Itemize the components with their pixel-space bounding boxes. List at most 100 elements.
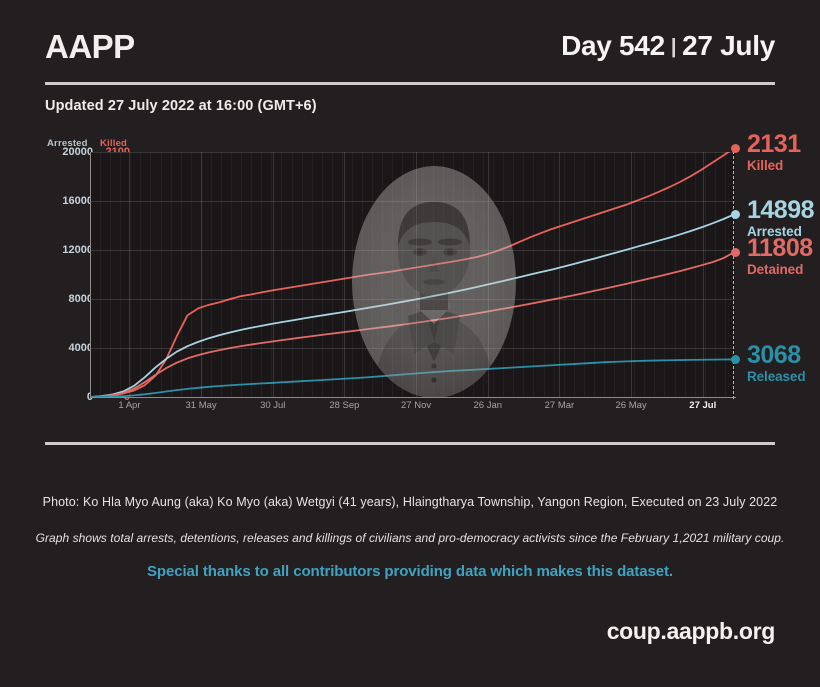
gridline-v — [644, 152, 646, 397]
gridline-v — [100, 152, 102, 397]
x-tick-31-may: 31 May — [185, 400, 217, 411]
gridline-v — [704, 152, 706, 397]
chart: Arrested Killed 0 4000 8000 12000 16000 20000… — [45, 132, 815, 418]
x-tick-27-jul: 27 Jul — [689, 400, 717, 411]
gridline-v-major — [129, 152, 131, 397]
end-label-arrested: 14898 Arrested — [747, 196, 815, 240]
gridline-v — [130, 152, 132, 397]
gridline-v-major — [344, 152, 346, 397]
gridline-v-major — [559, 152, 561, 397]
end-label-released: 3068 Released — [747, 343, 806, 384]
plot-area — [90, 152, 735, 397]
gridline-v — [593, 152, 595, 397]
x-tick-27-mar: 27 Mar — [544, 400, 575, 411]
x-tick-26-may: 26 May — [615, 400, 647, 411]
end-dot-detained — [731, 247, 740, 257]
day-counter: Day 542 | 27 July — [561, 30, 775, 62]
gridline-v — [664, 152, 666, 397]
gridline-v — [190, 152, 192, 397]
gridline-v — [694, 152, 696, 397]
gridline-v — [634, 152, 636, 397]
site-url: coup.aappb.org — [606, 618, 776, 644]
end-label-killed: 2131 Killed — [747, 132, 801, 173]
gridline-v — [331, 152, 333, 397]
end-dot-arrested — [731, 209, 740, 219]
gridline-v — [221, 152, 223, 397]
victim-photo-watermark — [352, 166, 517, 397]
gridline-v — [341, 152, 343, 397]
header-divider — [45, 82, 775, 85]
gridline-v — [533, 152, 535, 397]
end-value-killed: 2131 — [747, 130, 801, 159]
x-axis-line — [90, 397, 736, 398]
end-caption-killed: Killed — [747, 158, 784, 174]
gridline-v — [684, 152, 686, 397]
left-axis-title: Arrested — [47, 138, 88, 149]
portrait-illustration — [352, 166, 516, 397]
left-tick-12000: 12000 — [62, 244, 93, 256]
left-tick-4000: 4000 — [68, 342, 93, 354]
end-value-detained: 11808 — [747, 234, 813, 263]
gridline-v — [301, 152, 303, 397]
gridline-v — [140, 152, 142, 397]
gridline-v-major — [272, 152, 274, 397]
footer-divider — [45, 442, 775, 445]
gridline-v — [291, 152, 293, 397]
gridline-v — [150, 152, 152, 397]
y-axis-line — [90, 152, 91, 397]
gridline-v — [714, 152, 716, 397]
gridline-v — [563, 152, 565, 397]
gridline-v-major — [201, 152, 203, 397]
gridline-v — [321, 152, 323, 397]
gridline-v — [583, 152, 585, 397]
header: AAPP Day 542 | 27 July — [45, 28, 775, 76]
gridline-v — [311, 152, 313, 397]
day-label: Day 542 — [561, 30, 665, 61]
photo-credit: Photo: Ko Hla Myo Aung (aka) Ko Myo (aka… — [42, 495, 778, 509]
gridline-v — [251, 152, 253, 397]
gridline-v-major — [702, 152, 704, 397]
x-tick-28-sep: 28 Sep — [329, 400, 360, 411]
end-dot-released — [731, 354, 740, 364]
x-tick-26-jan: 26 Jan — [473, 400, 503, 411]
gridline-v — [261, 152, 263, 397]
gridline-v — [614, 152, 616, 397]
gridline-v — [624, 152, 626, 397]
end-caption-arrested: Arrested — [747, 224, 802, 240]
left-tick-16000: 16000 — [62, 195, 93, 207]
left-tick-8000: 8000 — [68, 293, 93, 305]
right-axis-title: Killed — [100, 138, 128, 149]
gridline-v — [724, 152, 726, 397]
gridline-v — [603, 152, 605, 397]
thanks-message: Special thanks to all contributors provi… — [147, 563, 673, 580]
gridline-v — [573, 152, 575, 397]
end-caption-detained: Detained — [747, 262, 804, 278]
gridline-h — [90, 152, 735, 153]
gridline-v — [160, 152, 162, 397]
gridline-v — [120, 152, 122, 397]
updated-timestamp: Updated 27 July 2022 at 16:00 (GMT+6) — [45, 98, 317, 114]
end-label-detained: 11808 Detained — [747, 236, 813, 277]
gridline-v — [543, 152, 545, 397]
end-value-released: 3068 — [747, 341, 801, 370]
gridline-v — [281, 152, 283, 397]
x-tick-1-apr: 1 Apr — [118, 400, 141, 411]
end-caption-released: Released — [747, 369, 806, 385]
gridline-v — [271, 152, 273, 397]
end-dot-killed — [731, 143, 740, 153]
gridline-v — [654, 152, 656, 397]
today-marker-line — [733, 146, 734, 399]
gridline-v — [210, 152, 212, 397]
x-tick-30-jul: 30 Jul — [260, 400, 286, 411]
graph-note: Graph shows total arrests, detentions, r… — [35, 531, 785, 545]
gridline-v — [180, 152, 182, 397]
gridline-v — [523, 152, 525, 397]
end-value-arrested: 14898 — [747, 196, 815, 225]
gridline-v — [110, 152, 112, 397]
gridline-v-major — [631, 152, 633, 397]
x-tick-27-nov: 27 Nov — [401, 400, 432, 411]
gridline-v — [553, 152, 555, 397]
gridline-v — [241, 152, 243, 397]
left-tick-0: 0 — [45, 392, 93, 403]
